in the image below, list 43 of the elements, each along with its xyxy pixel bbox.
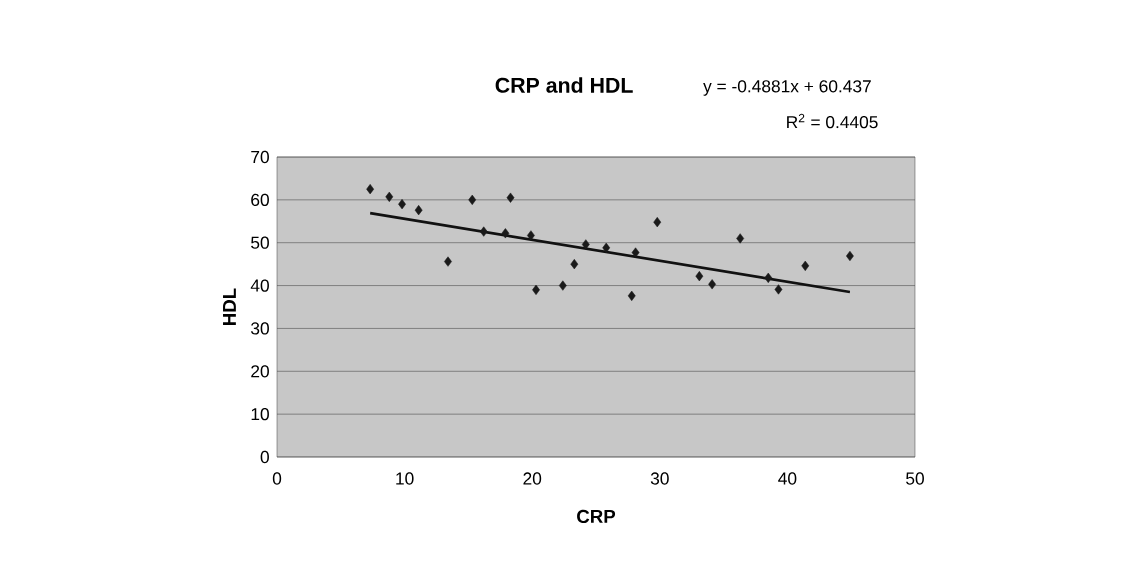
point xyxy=(695,271,704,282)
point xyxy=(801,260,810,271)
y-tick-label: 60 xyxy=(251,193,269,206)
point xyxy=(479,226,488,237)
y-tick-label: 20 xyxy=(251,365,269,378)
x-tick-label: 10 xyxy=(396,472,414,485)
text: R$^{2}$ = 0.4405 xyxy=(787,113,878,129)
x-tick-label: 40 xyxy=(778,472,797,485)
chart-title: CRP and HDL xyxy=(495,77,633,93)
point xyxy=(708,279,716,290)
y-tick-label: 70 xyxy=(251,150,269,164)
y-tick-label: 40 xyxy=(250,279,269,292)
x-tick-label: 0 xyxy=(272,472,282,485)
point xyxy=(764,272,773,283)
y-tick-label: 50 xyxy=(251,236,269,249)
y-tick-label: 10 xyxy=(251,408,269,421)
point xyxy=(627,290,636,301)
point xyxy=(581,239,590,250)
point xyxy=(570,259,579,270)
y-axis-title: HDL xyxy=(223,288,236,325)
point xyxy=(631,247,640,258)
point xyxy=(398,199,406,210)
point xyxy=(468,194,477,205)
y-tick-label: 30 xyxy=(251,322,269,335)
point xyxy=(653,217,662,228)
point xyxy=(558,280,567,291)
point xyxy=(602,242,611,253)
text: y = -0.4881x + 60.437 xyxy=(703,80,871,96)
point xyxy=(527,230,535,241)
point xyxy=(444,256,452,267)
x-tick-label: 50 xyxy=(906,472,924,485)
x-tick-label: 30 xyxy=(650,472,669,485)
y-tick-label: 0 xyxy=(260,450,269,464)
point xyxy=(532,284,540,295)
x-tick-label: 20 xyxy=(523,472,542,485)
point xyxy=(506,192,515,203)
point xyxy=(736,233,745,244)
point xyxy=(501,228,510,239)
x-axis-title: CRP xyxy=(577,509,616,524)
point xyxy=(774,284,783,295)
point xyxy=(414,205,423,216)
point xyxy=(366,184,375,195)
point xyxy=(385,191,394,202)
